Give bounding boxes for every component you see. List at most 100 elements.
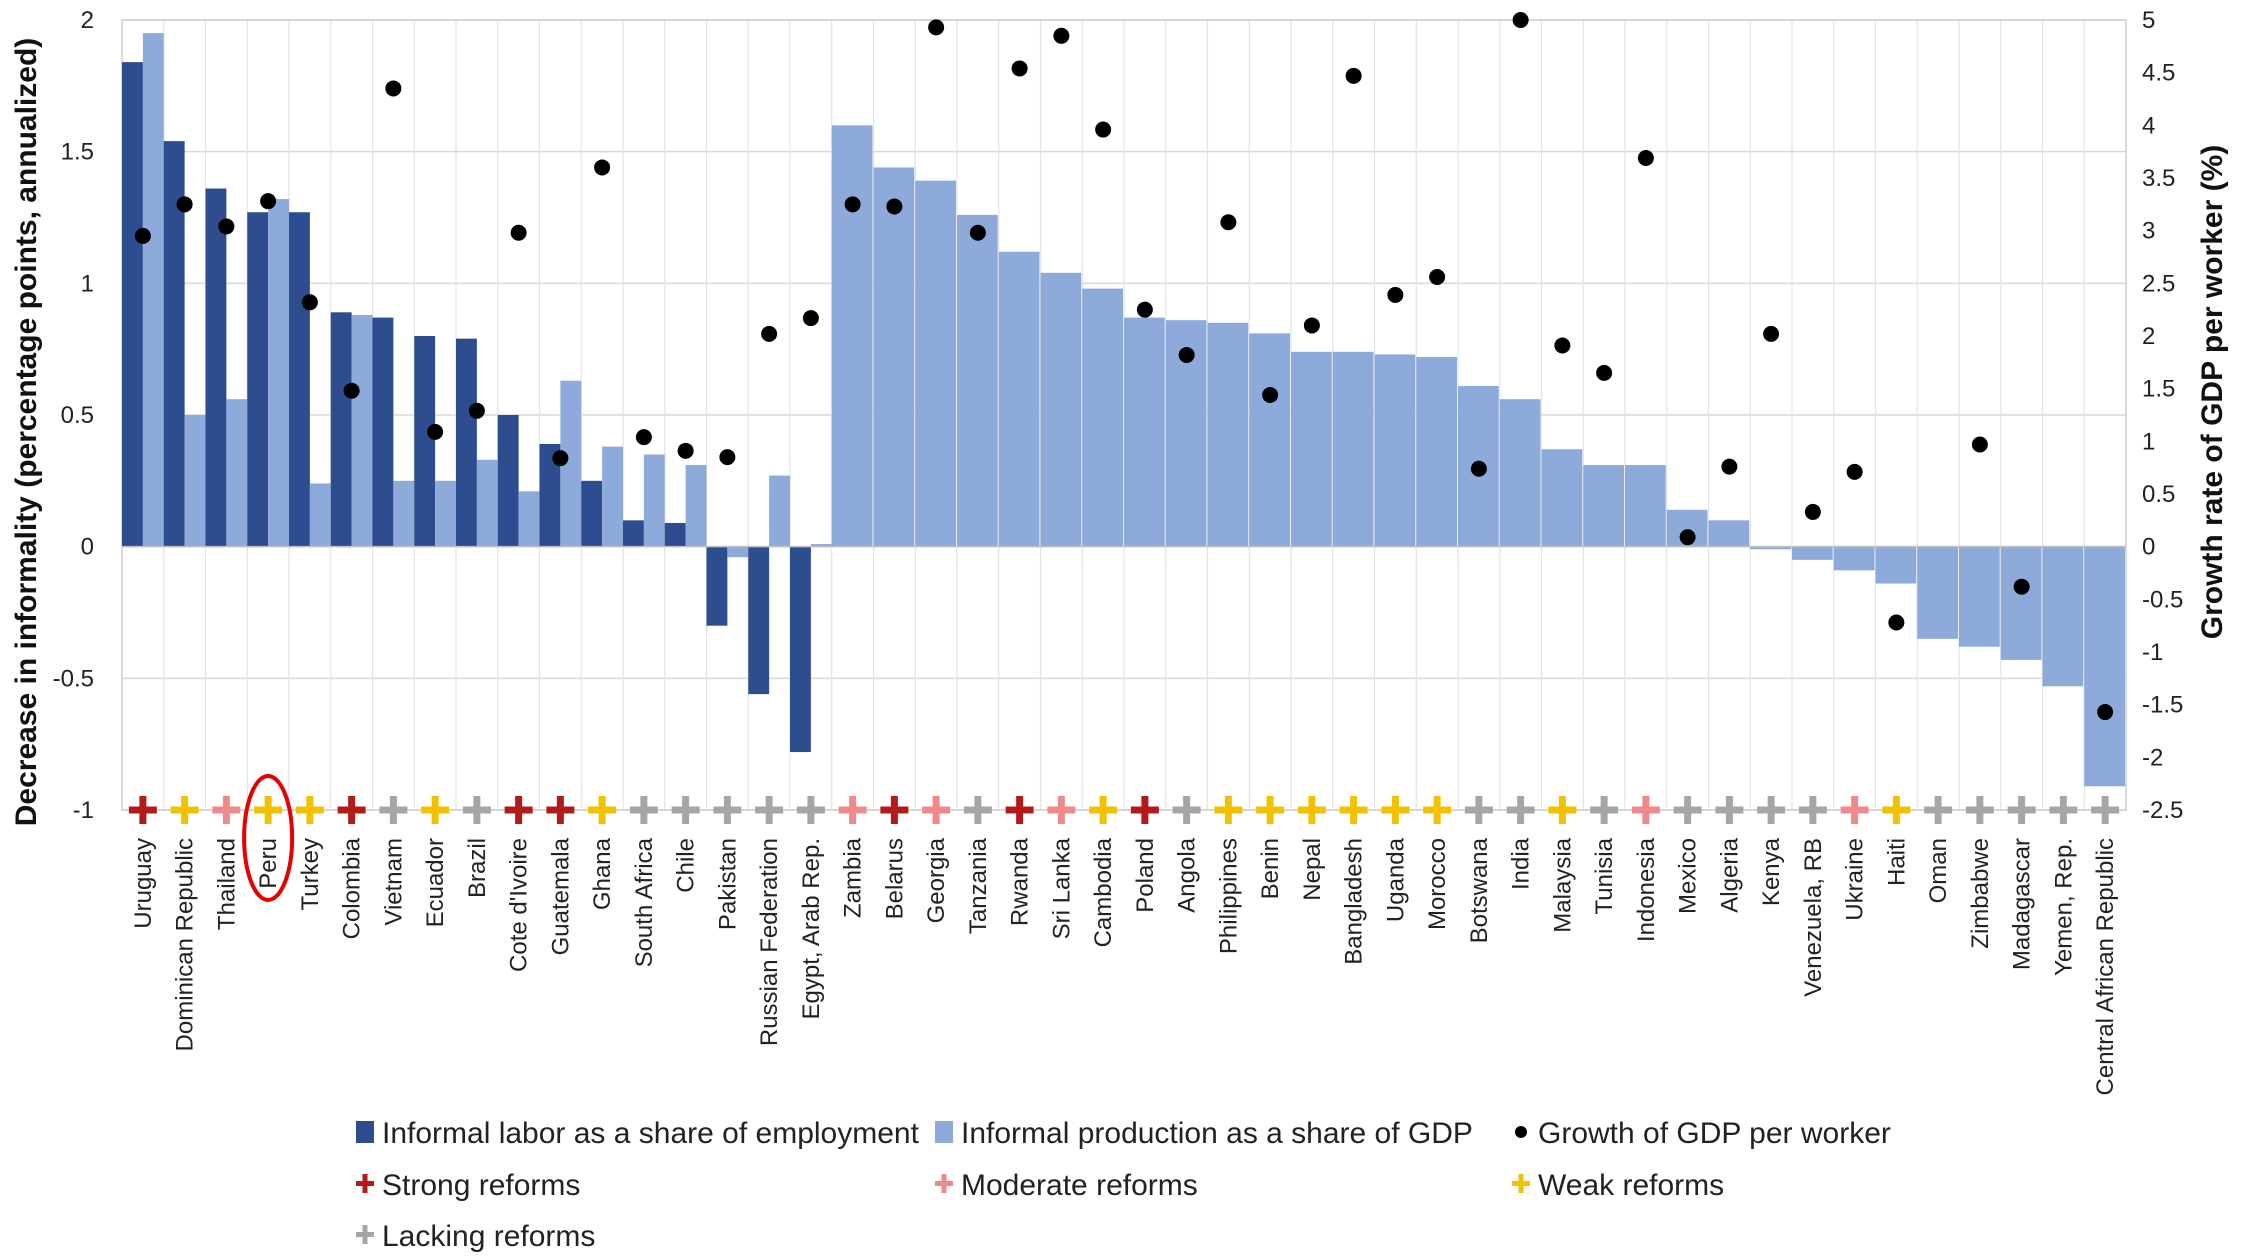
y-tick-label-left: -0.5	[53, 665, 94, 692]
growth-point	[761, 325, 778, 342]
bar-informal-labor	[706, 546, 728, 626]
reform-marker-weak	[1214, 796, 1243, 824]
bar-informal-production	[1875, 546, 1917, 584]
reform-marker-lacking	[462, 796, 491, 824]
reform-plus-vertical	[515, 796, 523, 824]
reform-plus-vertical	[1558, 796, 1566, 824]
bars	[122, 33, 2125, 787]
country-label: Philippines	[1215, 838, 1242, 954]
y-tick-label-right: 4.5	[2142, 60, 2175, 87]
reform-plus-vertical	[1809, 796, 1817, 824]
country-label: Bangladesh	[1341, 838, 1368, 965]
y-tick-label-left: 1.5	[61, 139, 94, 166]
reform-marker-strong	[546, 796, 575, 824]
legend-swatch-strong	[362, 1174, 368, 1193]
country-label: Uruguay	[130, 838, 157, 929]
bar-informal-production	[309, 483, 331, 547]
reform-marker-weak	[1882, 796, 1911, 824]
bar-informal-production	[1207, 322, 1249, 547]
reform-marker-weak	[421, 796, 450, 824]
reform-marker-lacking	[1590, 796, 1619, 824]
reform-plus-vertical	[640, 796, 648, 824]
reform-marker-lacking	[713, 796, 742, 824]
reform-plus-vertical	[264, 796, 272, 824]
growth-point	[1596, 364, 1613, 381]
bar-informal-production	[1499, 399, 1541, 547]
bar-informal-production	[1416, 357, 1457, 547]
growth-point	[2097, 704, 2114, 721]
growth-point	[218, 218, 235, 235]
reform-plus-vertical	[765, 796, 773, 824]
y-tick-label-left: 1	[81, 270, 94, 297]
growth-point	[1846, 463, 1863, 480]
reform-marker-weak	[1256, 796, 1285, 824]
y-tick-label-right: 0.5	[2142, 481, 2175, 508]
reform-plus-vertical	[1767, 796, 1775, 824]
growth-point	[1429, 269, 1446, 286]
bar-informal-labor	[122, 62, 143, 547]
y-axis-label-right: Growth rate of GDP per worker (%)	[2196, 145, 2229, 640]
y-tick-label-left: 0.5	[61, 402, 94, 429]
reform-marker-weak	[588, 796, 617, 824]
country-label: Morocco	[1424, 838, 1451, 930]
legend-swatch-production	[935, 1121, 953, 1143]
country-label: Haiti	[1883, 838, 1910, 886]
reform-plus-vertical	[181, 796, 189, 824]
country-label: Central African Republic	[2092, 838, 2119, 1095]
highlight-circle	[242, 774, 295, 902]
growth-point	[260, 193, 277, 210]
legend-label-labor: Informal labor as a share of employment	[382, 1117, 920, 1150]
bar-informal-production	[435, 480, 456, 547]
legend-label-production: Informal production as a share of GDP	[961, 1117, 1473, 1150]
bar-informal-labor	[163, 141, 185, 547]
y-tick-label-right: 5	[2142, 7, 2155, 34]
bar-informal-production	[1040, 272, 1082, 547]
country-labels: Uruguay Dominican Republic Thailand Peru Tur…	[130, 837, 2119, 1095]
reform-marker-strong	[337, 796, 366, 824]
country-label: Dominican Republic	[172, 838, 199, 1051]
country-label: Nepal	[1299, 838, 1326, 901]
bar-informal-production	[1291, 351, 1332, 547]
reform-plus-vertical	[1183, 796, 1191, 824]
growth-point	[719, 449, 736, 466]
y-tick-label-left: 0	[81, 534, 94, 561]
bar-informal-production	[142, 33, 164, 547]
reform-marker-lacking	[1464, 796, 1493, 824]
reform-plus-vertical	[932, 796, 940, 824]
y-tick-label-right: -2.5	[2142, 797, 2183, 824]
reform-plus-vertical	[1350, 796, 1358, 824]
reform-markers	[128, 796, 2120, 824]
growth-point	[385, 80, 402, 97]
bar-informal-production	[1583, 465, 1624, 547]
reform-marker-lacking	[2091, 796, 2120, 824]
growth-point	[886, 198, 903, 215]
reform-plus-vertical	[1642, 796, 1650, 824]
bar-informal-production	[2000, 546, 2042, 660]
bar-informal-production	[1249, 333, 1290, 547]
country-label: Uganda	[1382, 837, 1409, 922]
legend-label-growth: Growth of GDP per worker	[1538, 1117, 1891, 1150]
growth-point	[802, 310, 819, 327]
country-label: Algeria	[1716, 837, 1743, 912]
y-tick-label-right: -2	[2142, 744, 2163, 771]
reform-plus-vertical	[348, 796, 356, 824]
reform-plus-vertical	[1600, 796, 1608, 824]
bar-informal-labor	[372, 317, 394, 547]
reform-marker-weak	[1548, 796, 1577, 824]
bar-informal-production	[1541, 449, 1583, 547]
reform-plus-vertical	[1308, 796, 1316, 824]
reform-marker-strong	[1005, 796, 1034, 824]
reform-plus-vertical	[1934, 796, 1942, 824]
reform-plus-vertical	[431, 796, 439, 824]
reform-plus-vertical	[2018, 796, 2026, 824]
growth-point	[1178, 346, 1195, 363]
reform-marker-moderate	[1631, 796, 1660, 824]
reform-marker-lacking	[1757, 796, 1786, 824]
country-label: Brazil	[464, 838, 491, 898]
country-label: Colombia	[339, 837, 366, 939]
country-label: India	[1508, 837, 1535, 890]
reform-plus-vertical	[1433, 796, 1441, 824]
bar-informal-labor	[414, 336, 436, 547]
growth-point	[1387, 286, 1404, 303]
reform-plus-vertical	[849, 796, 857, 824]
